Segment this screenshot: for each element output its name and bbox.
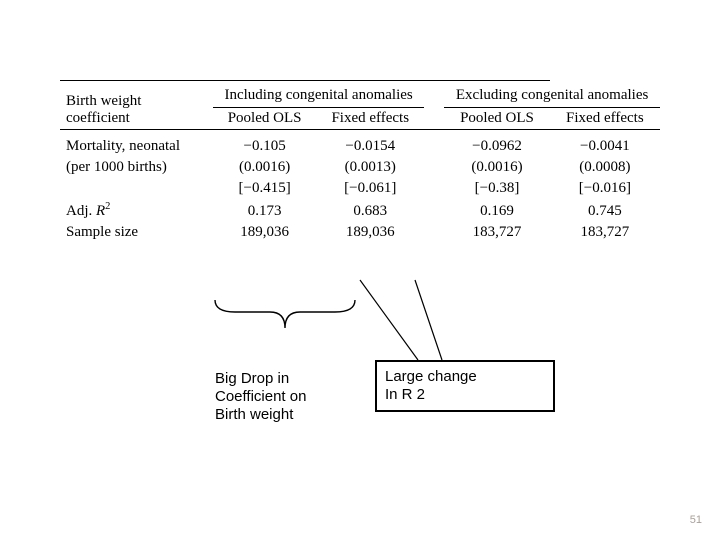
row-mortality-1: Mortality, neonatal (60, 136, 193, 157)
callout-a-l3: Birth weight (215, 406, 293, 423)
c3-b: −0.0962 (444, 136, 549, 157)
c1-b: −0.105 (213, 136, 316, 157)
callout-a-l1: Big Drop in (215, 370, 289, 387)
row-n: Sample size (60, 222, 193, 243)
c3-n: 183,727 (444, 222, 549, 243)
c4-b: −0.0041 (550, 136, 660, 157)
regression-table: Birth weight coefficient Including conge… (60, 80, 660, 243)
rowlabel-2: coefficient (66, 110, 130, 126)
row-mortality-2: (per 1000 births) (60, 157, 193, 178)
c4-brk: [−0.016] (550, 178, 660, 199)
c4-se: (0.0008) (550, 157, 660, 178)
c2-se: (0.0013) (316, 157, 424, 178)
callout-b-l1: Large change (385, 368, 477, 385)
c1-brk: [−0.415] (213, 178, 316, 199)
c3-se: (0.0016) (444, 157, 549, 178)
page-number: 51 (690, 514, 702, 526)
c3-r2: 0.169 (444, 199, 549, 222)
c3-brk: [−0.38] (444, 178, 549, 199)
callout-big-drop: Big Drop in Coefficient on Birth weight (215, 370, 345, 424)
rowlabel-1: Birth weight (66, 93, 141, 109)
col-group-including: Including congenital anomalies (213, 85, 424, 108)
col-sub-fe-2: Fixed effects (550, 108, 660, 130)
col-sub-pooled-2: Pooled OLS (444, 108, 549, 130)
c4-n: 183,727 (550, 222, 660, 243)
callout-a-l2: Coefficient on (215, 388, 306, 405)
row-adjr2: Adj. R2 (60, 199, 193, 222)
c2-brk: [−0.061] (316, 178, 424, 199)
c2-b: −0.0154 (316, 136, 424, 157)
callout-large-r2: Large change In R 2 (375, 360, 555, 412)
leader-lines (360, 280, 442, 360)
c1-n: 189,036 (213, 222, 316, 243)
c1-r2: 0.173 (213, 199, 316, 222)
callout-b-l2: In R 2 (385, 386, 425, 403)
c4-r2: 0.745 (550, 199, 660, 222)
col-sub-fe-1: Fixed effects (316, 108, 424, 130)
col-sub-pooled-1: Pooled OLS (213, 108, 316, 130)
table: Birth weight coefficient Including conge… (60, 80, 660, 243)
c1-se: (0.0016) (213, 157, 316, 178)
c2-r2: 0.683 (316, 199, 424, 222)
c2-n: 189,036 (316, 222, 424, 243)
curly-brace-icon (215, 300, 355, 328)
col-group-excluding: Excluding congenital anomalies (444, 85, 660, 108)
